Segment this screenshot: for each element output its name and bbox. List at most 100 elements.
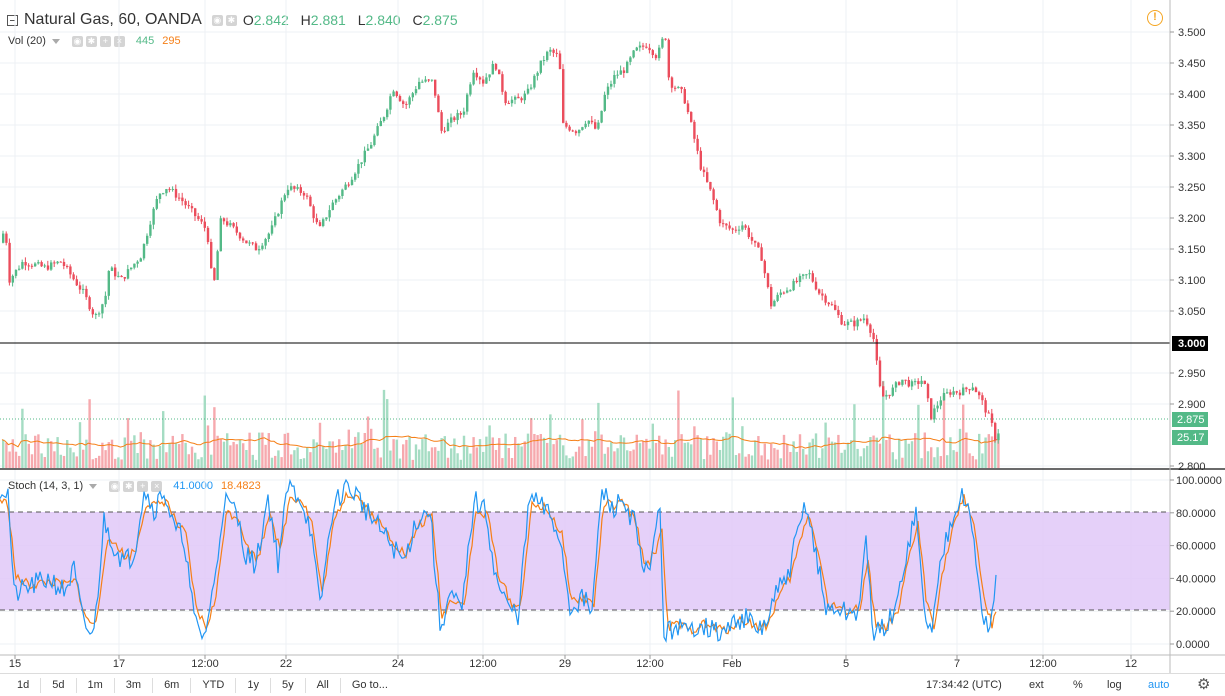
candle-body [379,120,382,127]
candle-body [549,49,552,52]
volume-bar [344,445,347,468]
candle-body [46,265,50,270]
auto-button[interactable]: auto [1148,679,1170,691]
candle-body [878,360,882,387]
volume-bar [722,436,725,468]
candle-body [635,47,638,51]
volume-bar [917,404,920,468]
volume-bar [898,438,901,468]
volume-bar [629,451,632,468]
volume-bar [677,390,680,468]
volume-bar [904,439,907,468]
timeframe-1d[interactable]: 1d [6,677,42,693]
stoch-axis[interactable]: 100.0000 80.0000 60.0000 40.0000 20.0000 0.00… [1170,475,1222,651]
candle-body [686,103,690,113]
percent-button[interactable]: % [1073,679,1083,691]
log-button[interactable]: log [1107,679,1122,691]
volume-bar [190,446,194,468]
volume-bar [926,451,930,468]
candle-body [62,261,66,266]
timeframe-all[interactable]: All [306,677,341,693]
candle-body [174,188,178,198]
eye-icon[interactable]: ◉ [211,14,223,26]
stoch-k-line [0,478,997,644]
timeframe-1m[interactable]: 1m [77,677,115,693]
volume-label[interactable]: Vol (20) [8,35,46,47]
candle-body [642,45,645,47]
settings-icon[interactable]: ✱ [123,480,135,492]
candle-body [680,86,683,90]
candle-body [946,392,949,394]
volume-bar [453,438,456,468]
candle-body [315,218,318,223]
add-icon[interactable]: + [137,480,149,492]
time-axis[interactable]: 15 17 12:00 22 24 12:00 29 12:00 Feb 5 7 12:00 12 [9,655,1137,670]
candle-body [43,265,46,267]
time-tick-label: 7 [954,658,960,670]
volume-bar [130,440,133,468]
candle-body [594,122,597,129]
candle-body [760,247,763,261]
time-tick-label: 15 [9,658,21,670]
candle-body [952,391,955,395]
price-tick-label: 2.950 [1178,368,1206,380]
timeframe-goto[interactable]: Go to... [351,678,388,691]
volume-bar [110,439,114,468]
chevron-down-icon[interactable] [89,483,98,489]
symbol-title[interactable]: Natural Gas, 60, OANDA [24,11,202,28]
candle-body [741,225,744,230]
volume-bar [888,434,891,468]
volume-bar [456,453,459,468]
collapse-icon[interactable] [7,14,18,26]
time-tick-label: Feb [723,658,742,670]
volume-bar [853,404,856,468]
candle-body [293,186,296,189]
volume-bar [235,444,238,468]
close-icon[interactable]: × [151,480,163,492]
add-icon[interactable]: + [99,35,111,47]
gear-icon[interactable]: ⚙ [1197,676,1211,693]
candle-body [347,184,350,186]
timeframe-1y[interactable]: 1y [236,677,271,693]
volume-bar [942,395,946,468]
volume-bar [411,459,414,468]
timeframe-ytd[interactable]: YTD [191,677,237,693]
timeframe-5y[interactable]: 5y [271,677,306,693]
candle-body [738,229,741,231]
volume-bar [709,454,712,468]
ext-button[interactable]: ext [1029,679,1044,691]
eye-icon[interactable]: ◉ [71,35,83,47]
warning-icon[interactable]: ! [1147,10,1163,26]
settings-icon[interactable]: ✱ [225,14,237,26]
volume-bar [686,442,690,468]
volume-bar [955,451,958,468]
timeframe-6m[interactable]: 6m [153,677,192,693]
volume-bar [674,440,677,468]
timeframe-3m[interactable]: 3m [115,677,154,693]
price-axis[interactable]: 3.500 3.450 3.400 3.350 3.300 3.250 3.200 3.150… [1170,27,1206,473]
volume-bar [811,438,814,468]
candle-body [859,319,862,321]
candle-body [456,113,459,121]
volume-bar [645,438,648,468]
timeframe-5d[interactable]: 5d [41,677,77,693]
candle-body [219,218,222,252]
volume-bar [571,456,574,468]
settings-icon[interactable]: ✱ [85,35,97,47]
chart-area[interactable]: 3.500 3.450 3.400 3.350 3.300 3.250 3.200 3.150… [0,0,1225,673]
eye-icon[interactable]: ◉ [109,480,121,492]
chevron-down-icon[interactable] [51,38,60,44]
volume-bar [546,442,549,468]
candle-body [690,112,693,122]
candle-body [834,304,837,310]
candle-body [235,226,238,233]
volume-bar [510,457,514,468]
volume-bar [699,438,702,468]
stoch-label[interactable]: Stoch (14, 3, 1) [8,480,84,492]
volume-bar [37,434,40,468]
volume-bar [382,389,386,468]
volume-bar [683,442,686,468]
volume-bar [210,454,213,468]
candle-body [59,261,62,263]
candle-body [734,229,738,231]
